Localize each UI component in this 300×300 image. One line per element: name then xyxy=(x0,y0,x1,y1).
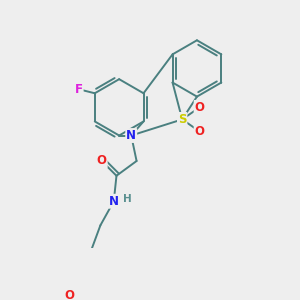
Text: O: O xyxy=(195,125,205,138)
Text: N: N xyxy=(126,129,136,142)
Text: O: O xyxy=(195,101,205,114)
Text: F: F xyxy=(75,83,83,96)
Text: N: N xyxy=(109,195,119,208)
Text: S: S xyxy=(178,113,186,126)
Text: H: H xyxy=(123,194,132,204)
Text: O: O xyxy=(97,154,107,167)
Text: O: O xyxy=(64,289,74,300)
